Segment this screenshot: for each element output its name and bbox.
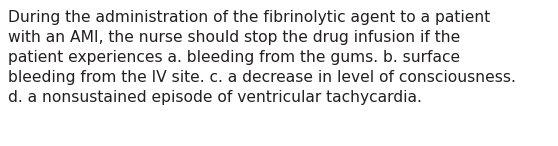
Text: During the administration of the fibrinolytic agent to a patient
with an AMI, th: During the administration of the fibrino… <box>8 10 516 105</box>
